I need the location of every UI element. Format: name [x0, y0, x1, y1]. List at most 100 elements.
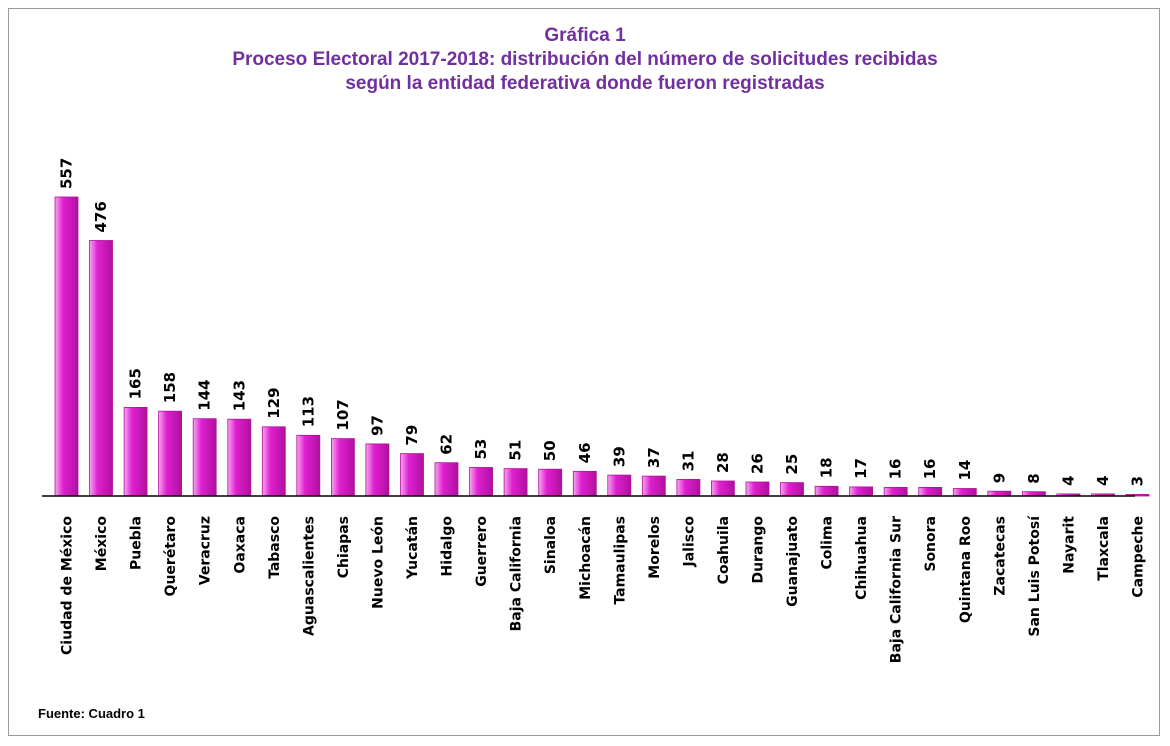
category-label-17: Morelos	[647, 516, 663, 579]
bar-21	[780, 482, 804, 497]
value-label-30: 4	[1094, 475, 1112, 485]
category-label-9: Nuevo León	[370, 516, 386, 609]
value-label-26: 14	[956, 460, 974, 481]
value-label-24: 16	[887, 459, 905, 480]
bar-6	[261, 426, 286, 497]
category-label-21: Guanajuato	[785, 516, 801, 607]
bar-10	[400, 453, 424, 497]
value-label-7: 113	[299, 396, 317, 427]
bar-31	[1125, 493, 1150, 497]
bar-1	[89, 240, 113, 497]
source-note: Fuente: Cuadro 1	[38, 706, 145, 721]
value-label-31: 3	[1129, 476, 1147, 486]
category-label-2: Puebla	[129, 516, 145, 570]
category-label-14: Sinaloa	[543, 516, 559, 574]
category-label-8: Chiapas	[336, 516, 352, 578]
bar-12	[469, 467, 494, 497]
value-label-2: 165	[127, 368, 145, 399]
bar-11	[434, 462, 459, 497]
value-label-12: 53	[472, 439, 490, 460]
bar-16	[607, 474, 632, 497]
category-label-31: Campeche	[1131, 516, 1147, 598]
category-label-1: México	[94, 516, 110, 572]
category-label-18: Jalisco	[681, 516, 697, 568]
bar-14	[538, 468, 563, 497]
bar-7	[296, 434, 321, 497]
bar-3	[158, 410, 183, 497]
category-label-10: Yucatán	[405, 516, 421, 580]
category-label-27: Zacatecas	[992, 516, 1008, 596]
value-label-16: 39	[610, 446, 628, 467]
bar-19	[711, 480, 735, 497]
value-label-8: 107	[334, 399, 352, 430]
value-label-4: 144	[196, 379, 214, 410]
bar-17	[641, 475, 666, 497]
category-label-4: Veracruz	[198, 516, 214, 585]
bar-15	[572, 470, 597, 497]
category-label-11: Hidalgo	[440, 516, 456, 577]
bar-25	[918, 486, 943, 497]
value-label-1: 476	[92, 201, 110, 232]
category-label-28: San Luis Potosí	[1027, 515, 1043, 637]
bar-5	[227, 418, 252, 497]
value-label-11: 62	[438, 434, 456, 455]
bar-20	[745, 481, 770, 497]
chart-title-line-2: según la entidad federativa donde fueron…	[345, 73, 825, 94]
value-label-0: 557	[58, 158, 76, 189]
value-label-20: 26	[749, 453, 767, 474]
value-label-21: 25	[783, 454, 801, 475]
value-label-10: 79	[403, 425, 421, 446]
value-label-14: 50	[541, 440, 559, 461]
chart-frame	[8, 8, 1160, 736]
chart-title-number: Gráfica 1	[544, 25, 626, 46]
value-label-23: 17	[852, 458, 870, 479]
bar-9	[365, 443, 390, 497]
value-label-19: 28	[714, 452, 732, 473]
value-label-15: 46	[576, 442, 594, 463]
category-label-24: Baja California Sur	[889, 516, 905, 663]
category-label-23: Chihuahua	[854, 516, 870, 600]
bar-23	[849, 486, 873, 497]
bar-22	[814, 485, 839, 497]
value-label-3: 158	[161, 372, 179, 403]
category-label-20: Durango	[751, 516, 767, 584]
bar-2	[123, 406, 148, 497]
category-label-19: Coahuila	[716, 516, 732, 584]
value-label-17: 37	[645, 447, 663, 468]
bar-0	[54, 196, 79, 497]
value-label-29: 4	[1059, 475, 1077, 485]
value-label-18: 31	[679, 451, 697, 472]
bars-group	[54, 196, 1150, 497]
bar-26	[952, 488, 977, 497]
category-label-29: Nayarit	[1061, 516, 1077, 574]
value-label-25: 16	[921, 459, 939, 480]
chart-title-block: Gráfica 1 Proceso Electoral 2017-2018: d…	[0, 24, 1170, 96]
bar-8	[330, 438, 355, 497]
bar-24	[883, 486, 908, 497]
value-label-13: 51	[507, 440, 525, 461]
category-label-15: Michoacán	[578, 516, 594, 600]
category-label-3: Querétaro	[163, 516, 179, 597]
category-label-13: Baja California	[509, 516, 525, 631]
value-label-6: 129	[265, 387, 283, 418]
value-label-5: 143	[230, 380, 248, 411]
category-label-12: Guerrero	[474, 516, 490, 587]
category-label-30: Tlaxcala	[1096, 516, 1112, 581]
category-label-5: Oaxaca	[232, 516, 248, 574]
bar-4	[192, 418, 217, 497]
category-label-26: Quintana Roo	[958, 516, 974, 623]
category-label-7: Aguascalientes	[301, 516, 317, 636]
value-label-28: 8	[1025, 473, 1043, 483]
category-labels-group: Ciudad de México México Puebla Querétaro Ver…	[60, 515, 1147, 663]
category-label-0: Ciudad de México	[60, 516, 76, 655]
category-label-25: Sonora	[923, 516, 939, 572]
category-label-16: Tamaulipas	[612, 516, 628, 605]
value-label-27: 9	[990, 473, 1008, 483]
bar-13	[503, 468, 528, 497]
category-label-6: Tabasco	[267, 516, 283, 579]
chart-title-line-1: Proceso Electoral 2017-2018: distribució…	[232, 49, 938, 70]
category-label-22: Colima	[820, 516, 836, 570]
value-label-22: 18	[818, 457, 836, 478]
